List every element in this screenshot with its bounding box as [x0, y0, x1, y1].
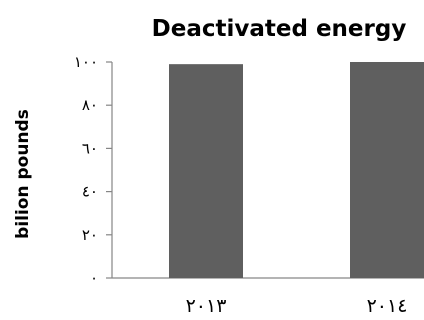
- y-tick-label: ١٠٠: [74, 53, 98, 71]
- chart-title: Deactivated energy: [152, 16, 407, 42]
- y-tick-label: ٦٠: [82, 139, 98, 157]
- y-tick-label: ٨٠: [82, 96, 98, 114]
- y-axis-label: bilion pounds: [13, 109, 33, 239]
- y-tick-label: ٠: [90, 269, 98, 287]
- bar-1: [169, 64, 243, 278]
- bar-2: [350, 62, 424, 278]
- y-tick-label: ٢٠: [82, 226, 98, 244]
- y-tick-label: ٤٠: [82, 183, 98, 201]
- x-ticks: ٢٠١٣ ٢٠١٤: [186, 295, 408, 317]
- x-tick-label: ٢٠١٣: [186, 295, 227, 317]
- bars: [169, 62, 424, 278]
- y-ticks: ٠ ٢٠ ٤٠ ٦٠ ٨٠ ١٠٠: [74, 53, 112, 287]
- x-tick-label: ٢٠١٤: [367, 295, 408, 317]
